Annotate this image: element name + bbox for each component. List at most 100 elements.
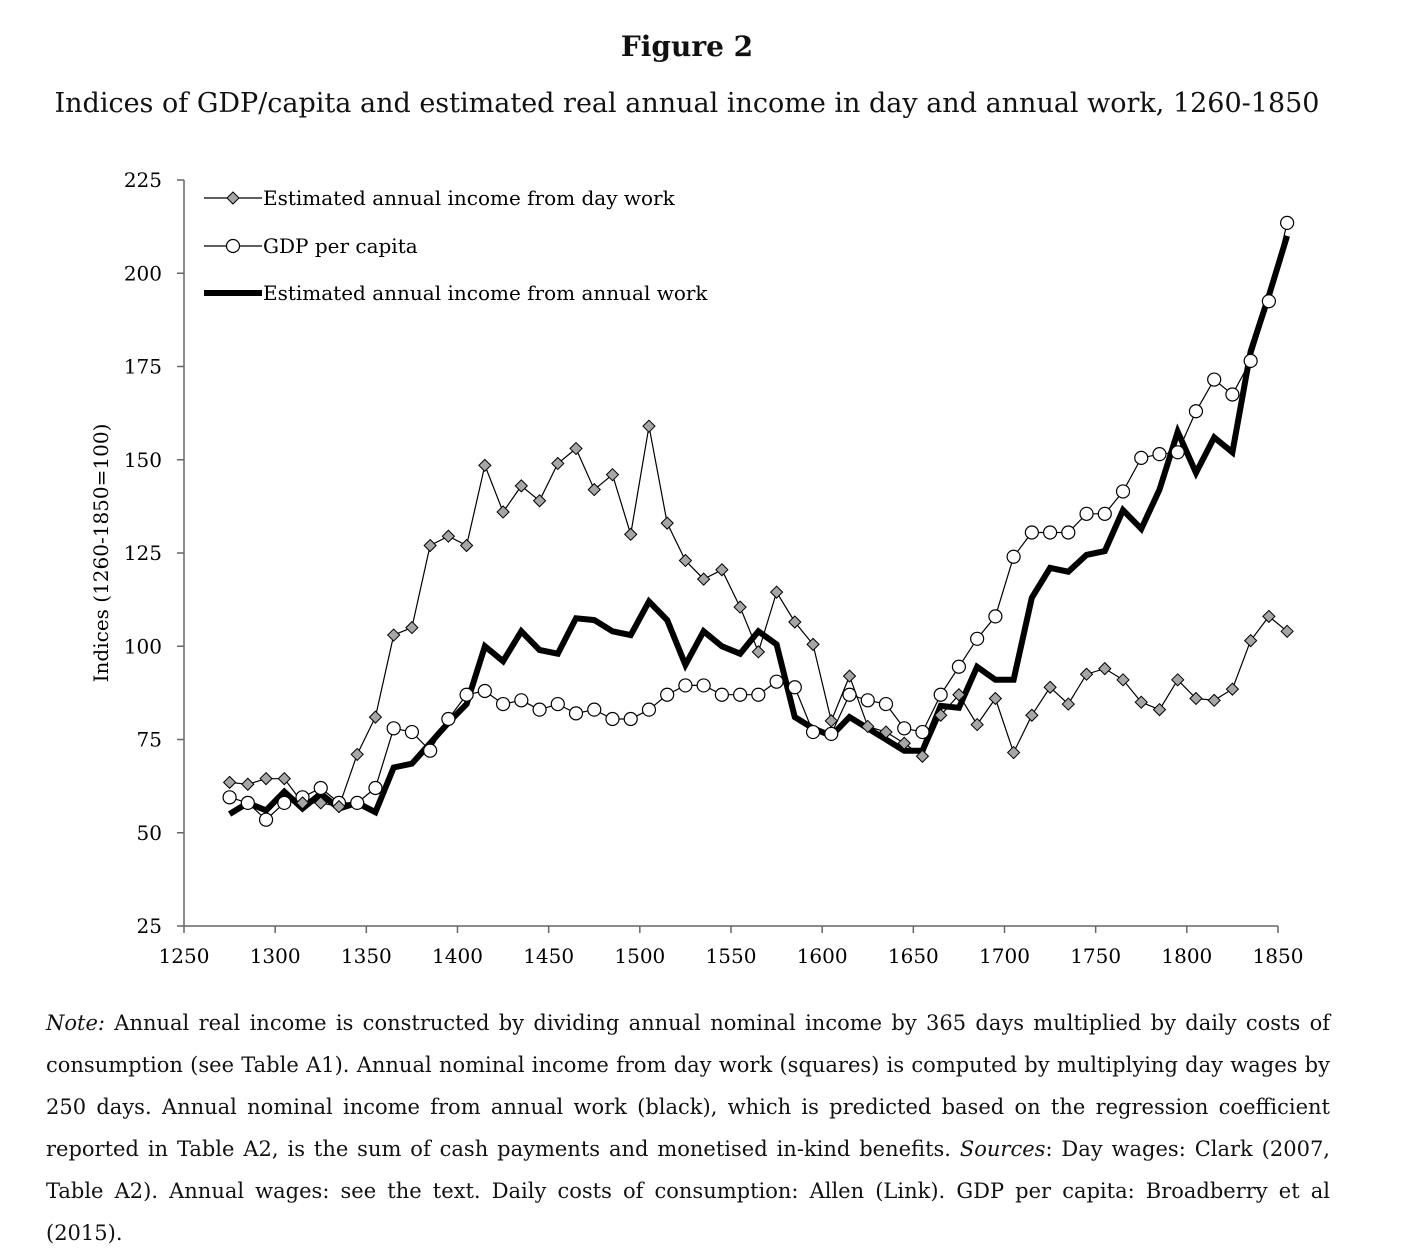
day-work-point — [897, 736, 911, 750]
gdp-point — [1152, 447, 1167, 462]
day-work-point — [496, 505, 510, 519]
day-work-point — [806, 637, 820, 652]
gdp-point — [1280, 215, 1295, 230]
day-work-point — [532, 494, 547, 508]
gdp-point — [988, 609, 1003, 624]
chart-series — [222, 215, 1295, 827]
gdp-point — [277, 795, 292, 811]
x-tick-label: 1300 — [250, 944, 301, 968]
gdp-point — [733, 687, 748, 702]
day-work-point — [1152, 702, 1167, 717]
gdp-point — [1061, 525, 1076, 540]
day-work-point — [222, 775, 237, 790]
day-work-point — [769, 585, 784, 599]
gdp-point — [441, 711, 456, 727]
x-tick-label: 1600 — [797, 944, 848, 968]
gdp-point — [1243, 353, 1258, 369]
x-tick-label: 1700 — [979, 944, 1030, 968]
x-tick-label: 1750 — [1070, 944, 1121, 968]
y-tick-label: 150 — [124, 448, 162, 472]
day-work-point — [696, 572, 711, 586]
day-work-point — [861, 719, 875, 734]
y-tick-label: 50 — [137, 821, 162, 845]
x-tick-label: 1800 — [1161, 944, 1212, 968]
gdp-point — [368, 780, 383, 796]
legend-diamond-marker — [226, 191, 240, 205]
figure-note: Note: Annual real income is constructed … — [46, 1002, 1330, 1254]
gdp-point — [1042, 525, 1058, 540]
day-work-point — [350, 747, 364, 762]
y-tick-label: 25 — [137, 914, 162, 938]
legend-label: Estimated annual income from day work — [263, 186, 676, 210]
day-work-point — [314, 796, 328, 810]
day-work-point — [1243, 633, 1258, 648]
day-work-point — [1025, 708, 1039, 722]
gdp-point — [568, 706, 584, 721]
gdp-point — [258, 812, 274, 827]
day-work-point — [386, 628, 401, 642]
x-tick-label: 1500 — [614, 944, 665, 968]
gdp-point — [605, 711, 620, 727]
day-work-point — [605, 467, 620, 482]
day-work-point — [1061, 697, 1076, 711]
legend-label: Estimated annual income from annual work — [263, 281, 708, 305]
line-chart: 25 50 75 100 125 150 175 200 225 1250 1300 1350 1400… — [89, 168, 1304, 968]
gdp-point — [641, 702, 657, 717]
x-tick-label: 1250 — [159, 944, 210, 968]
x-tick-label: 1850 — [1253, 944, 1304, 968]
gdp-point — [514, 693, 529, 708]
x-tick-label: 1650 — [888, 944, 939, 968]
series-line-day-work — [229, 426, 1288, 808]
gdp-point — [751, 687, 766, 702]
day-work-point — [551, 456, 565, 471]
day-work-point — [1189, 691, 1203, 706]
day-work-point — [241, 777, 255, 791]
gdp-point — [805, 724, 821, 740]
gdp-point — [222, 790, 237, 805]
day-work-point — [1280, 624, 1294, 639]
day-work-point — [879, 725, 893, 739]
day-work-point — [1116, 673, 1130, 687]
gdp-point — [842, 687, 857, 702]
day-work-point — [1098, 661, 1112, 676]
day-work-point — [970, 717, 984, 732]
legend-label: GDP per capita — [263, 234, 418, 258]
x-tick-label: 1450 — [523, 944, 574, 968]
gdp-point — [678, 678, 693, 693]
day-work-point — [1225, 682, 1240, 696]
day-work-point — [660, 516, 674, 530]
gdp-point — [240, 795, 255, 811]
day-work-point — [952, 688, 966, 702]
gdp-point — [951, 659, 967, 674]
day-work-point — [642, 419, 656, 433]
gdp-point — [860, 693, 875, 708]
gdp-point — [897, 721, 912, 736]
gdp-point — [1097, 506, 1112, 521]
y-axis-label: Indices (1260-1850=100) — [89, 424, 113, 683]
day-work-point — [478, 458, 492, 473]
gdp-point — [1134, 450, 1149, 465]
y-tick-label: 125 — [124, 541, 162, 565]
gdp-point — [878, 696, 894, 712]
gdp-point — [769, 674, 784, 689]
note-text: Annual real income is constructed by div… — [46, 1011, 1330, 1161]
gdp-point — [1261, 294, 1276, 309]
gdp-point — [1207, 372, 1222, 387]
day-work-point — [1262, 609, 1276, 624]
day-work-point — [824, 714, 838, 728]
gdp-point — [550, 696, 565, 712]
day-work-point — [678, 553, 693, 568]
day-work-point — [915, 749, 930, 763]
chart-legend: Estimated annual income from day work GDP… — [204, 186, 708, 305]
y-tick-label: 175 — [124, 355, 162, 379]
gdp-point — [532, 702, 547, 717]
x-tick-label: 1550 — [706, 944, 757, 968]
day-work-point — [751, 645, 766, 659]
day-work-point — [933, 708, 948, 722]
gdp-point — [459, 687, 474, 702]
gdp-point — [787, 680, 802, 695]
gdp-point — [714, 687, 729, 702]
gdp-point — [477, 683, 492, 699]
gdp-point — [1188, 404, 1204, 419]
gdp-point — [696, 678, 711, 693]
